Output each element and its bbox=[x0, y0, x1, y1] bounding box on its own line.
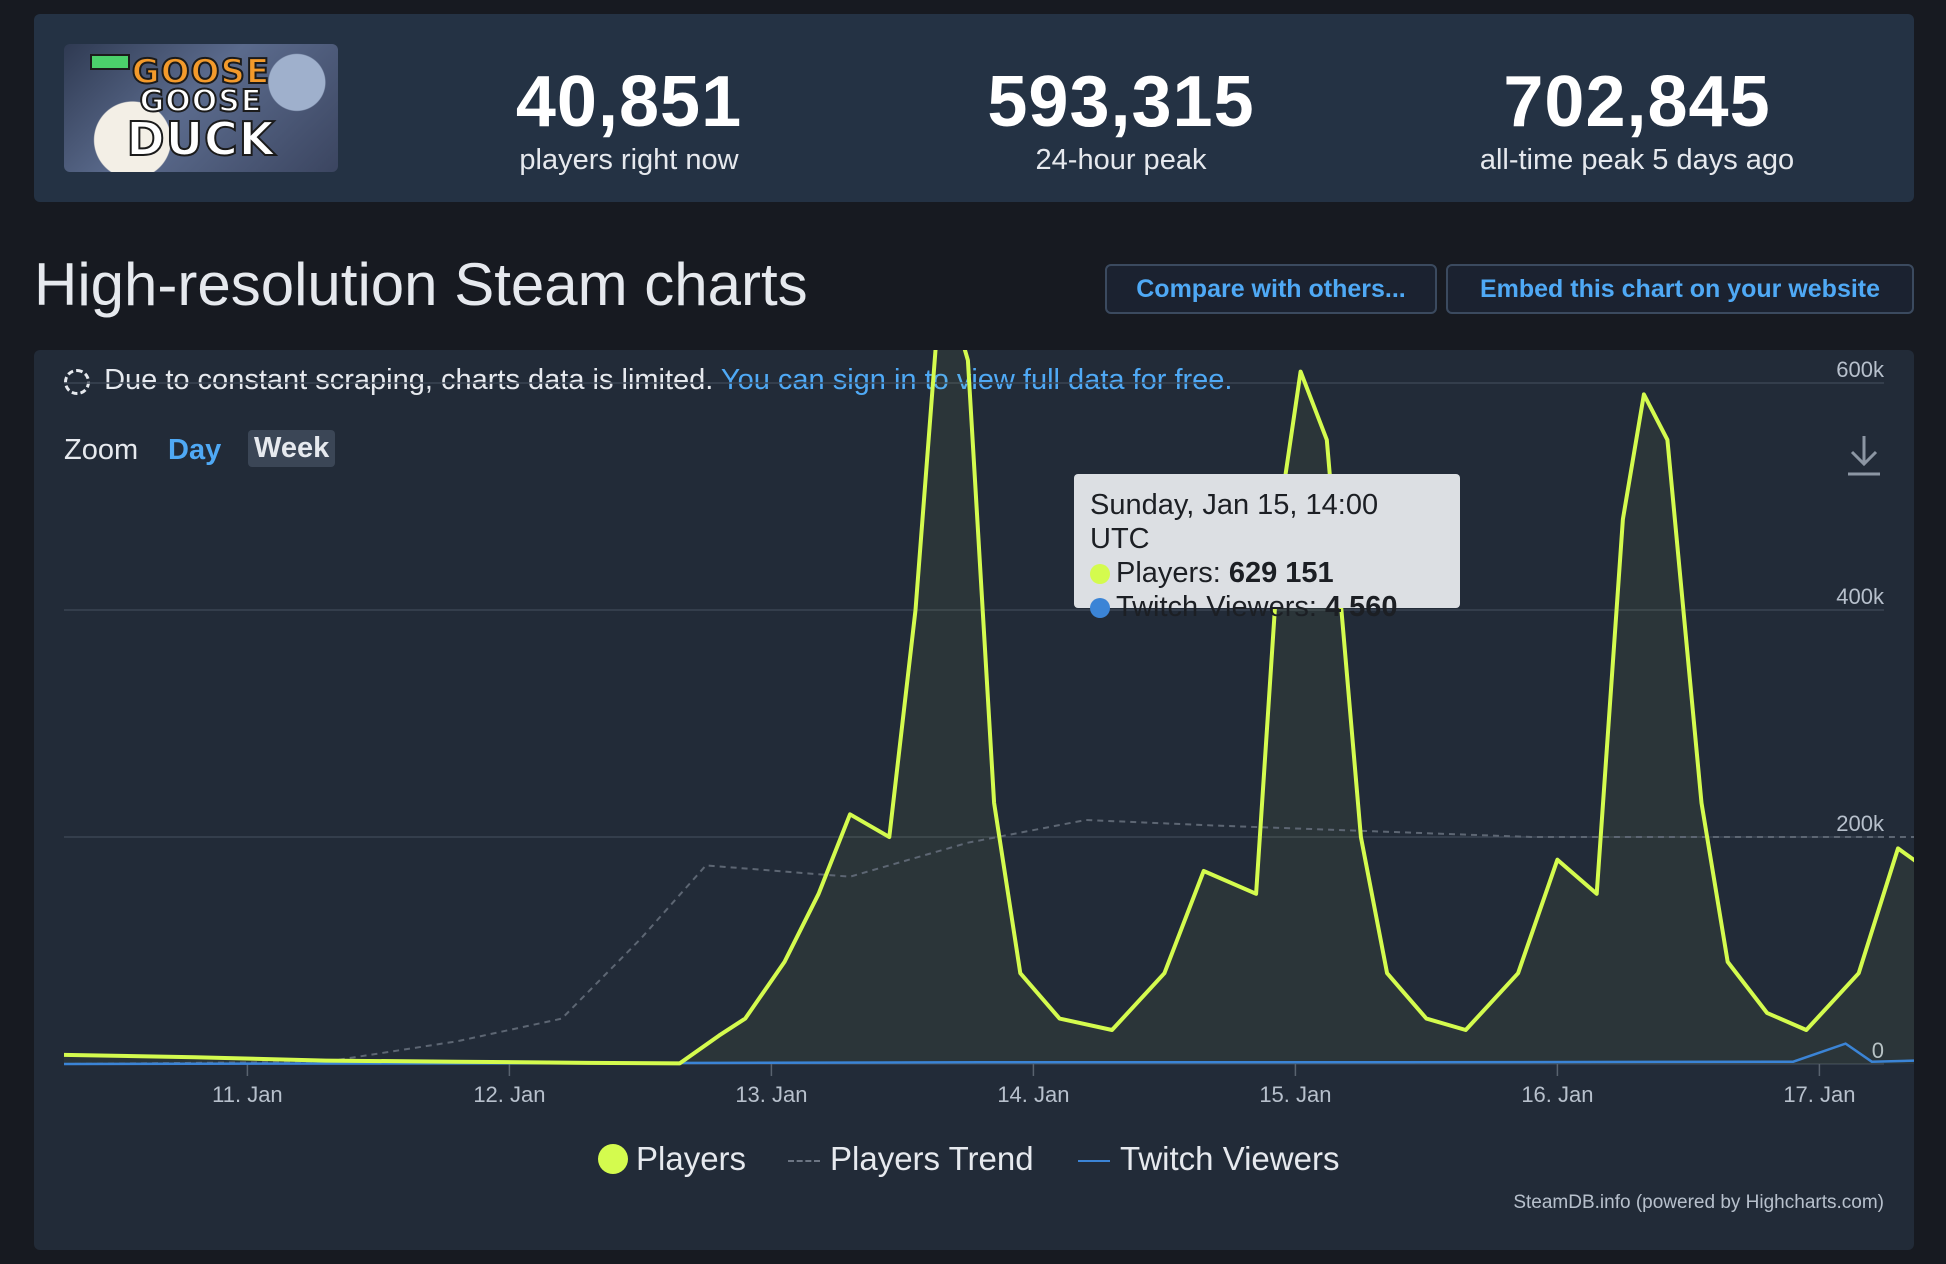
legend-item-trend[interactable]: Players Trend bbox=[788, 1140, 1034, 1178]
tooltip-twitch-row: Twitch Viewers: 4 560 bbox=[1090, 590, 1444, 624]
stat-label: all-time peak 5 days ago bbox=[1479, 144, 1795, 176]
twitch-dot-icon bbox=[1090, 598, 1110, 618]
sign-in-link[interactable]: You can sign in to view full data for fr… bbox=[720, 364, 1233, 396]
chart-card: Due to constant scraping, charts data is… bbox=[34, 350, 1914, 1250]
legend-item-twitch[interactable]: Twitch Viewers bbox=[1078, 1140, 1339, 1178]
stat-value: 40,851 bbox=[515, 62, 743, 142]
download-icon[interactable] bbox=[1844, 434, 1884, 478]
x-tick-label: 14. Jan bbox=[997, 1082, 1069, 1107]
zoom-label: Zoom bbox=[64, 434, 139, 466]
y-tick-label: 200k bbox=[1836, 811, 1885, 836]
player-count-chart[interactable]: 0 200k 400k 600k 11. Jan 12. Jan 13. Jan 14. Ja… bbox=[34, 350, 1914, 1250]
twitch-viewers-line bbox=[63, 1042, 1914, 1066]
tooltip-players-row: Players: 629 151 bbox=[1090, 556, 1444, 590]
stat-value: 702,845 bbox=[1503, 62, 1771, 142]
x-tick-label: 12. Jan bbox=[473, 1082, 545, 1107]
y-tick-label: 400k bbox=[1836, 584, 1885, 609]
logo-word-3: DUCK bbox=[126, 111, 276, 167]
embed-chart-button[interactable]: Embed this chart on your website bbox=[1446, 264, 1914, 314]
zoom-week-button[interactable]: Week bbox=[248, 430, 336, 467]
x-tick-label: 17. Jan bbox=[1783, 1082, 1855, 1107]
tooltip-players-label: Players: bbox=[1116, 557, 1221, 589]
tooltip-twitch-value: 4 560 bbox=[1324, 591, 1398, 623]
x-tick-label: 11. Jan bbox=[212, 1082, 283, 1107]
legend-item-players[interactable]: Players bbox=[598, 1140, 746, 1178]
logo-flag-icon bbox=[90, 54, 130, 70]
stat-label: players right now bbox=[519, 144, 739, 176]
x-tick-label: 13. Jan bbox=[735, 1082, 807, 1107]
zoom-day-button[interactable]: Day bbox=[168, 434, 222, 466]
stat-value: 593,315 bbox=[987, 62, 1255, 142]
tooltip-twitch-label: Twitch Viewers: bbox=[1116, 591, 1317, 623]
stat-all-time-peak: 702,845 all-time peak 5 days ago bbox=[1427, 62, 1847, 178]
y-tick-label: 0 bbox=[1872, 1038, 1884, 1063]
legend-twitch-label: Twitch Viewers bbox=[1120, 1140, 1340, 1177]
players-area bbox=[64, 350, 1914, 1064]
chart-credits[interactable]: SteamDB.info (powered by Highcharts.com) bbox=[1513, 1192, 1884, 1213]
loading-spinner-icon bbox=[64, 369, 90, 395]
game-logo[interactable]: GOOSE GOOSE DUCK bbox=[64, 44, 338, 172]
logo-word-1: GOOSE bbox=[131, 51, 271, 93]
x-tick-label: 16. Jan bbox=[1521, 1082, 1593, 1107]
compare-button[interactable]: Compare with others... bbox=[1105, 264, 1437, 314]
players-legend-icon bbox=[598, 1144, 628, 1174]
chart-tooltip: Sunday, Jan 15, 14:00 UTC Players: 629 1… bbox=[1074, 474, 1460, 623]
stat-24h-peak: 593,315 24-hour peak bbox=[911, 62, 1331, 178]
legend-players-label: Players bbox=[636, 1140, 747, 1177]
stat-label: 24-hour peak bbox=[1035, 144, 1207, 176]
legend-trend-label: Players Trend bbox=[830, 1140, 1034, 1177]
x-tick-label: 15. Jan bbox=[1259, 1082, 1331, 1107]
stats-header: GOOSE GOOSE DUCK 40,851 players right no… bbox=[34, 14, 1914, 202]
tooltip-title: Sunday, Jan 15, 14:00 UTC bbox=[1090, 489, 1379, 555]
section-title: High-resolution Steam charts bbox=[34, 251, 808, 318]
y-tick-label: 600k bbox=[1836, 357, 1885, 382]
tooltip-players-value: 629 151 bbox=[1228, 557, 1334, 589]
players-dot-icon bbox=[1090, 564, 1110, 584]
trend-legend-icon bbox=[788, 1160, 820, 1162]
players-line bbox=[63, 350, 1914, 1066]
data-limit-notice: Due to constant scraping, charts data is… bbox=[64, 360, 1233, 400]
twitch-legend-icon bbox=[1078, 1160, 1110, 1162]
notice-text: Due to constant scraping, charts data is… bbox=[104, 364, 714, 396]
stat-players-now: 40,851 players right now bbox=[419, 62, 839, 178]
logo-word-2: GOOSE bbox=[139, 83, 263, 120]
